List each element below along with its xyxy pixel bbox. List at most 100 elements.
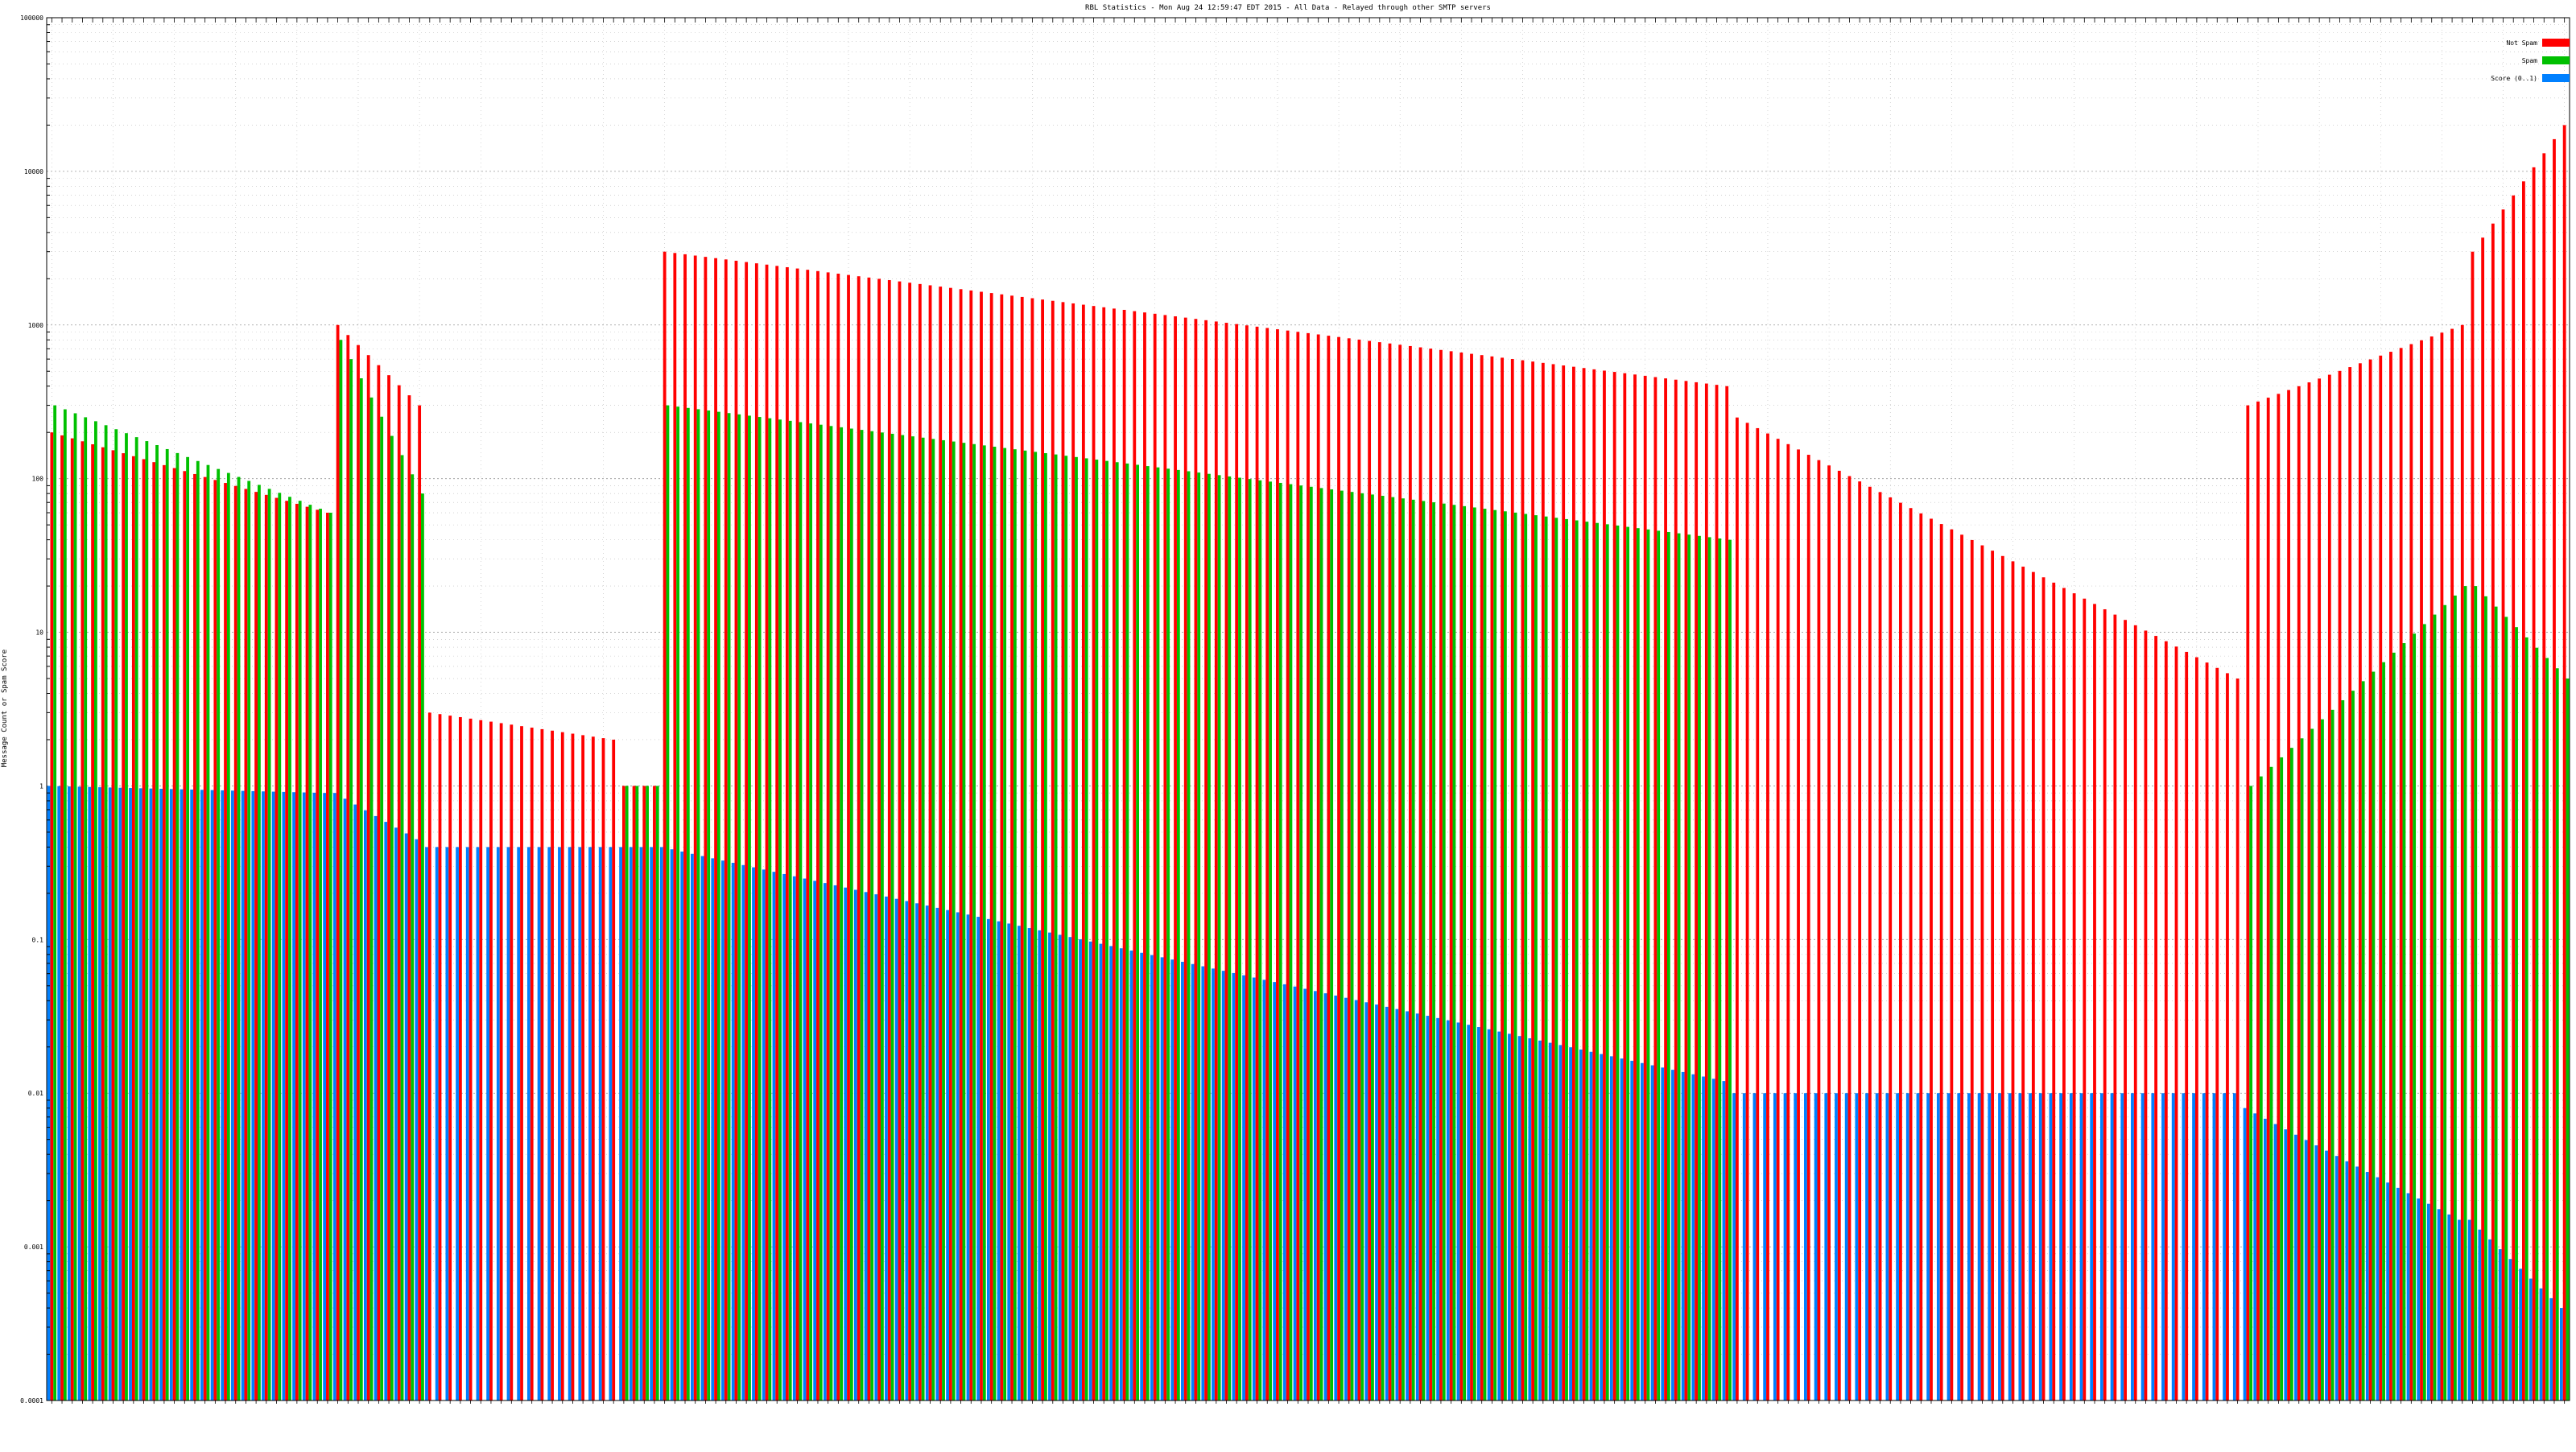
score-bar <box>159 789 163 1400</box>
not-spam-bar <box>1786 443 1790 1401</box>
not-spam-bar <box>2287 390 2290 1400</box>
spam-bar <box>1707 537 1711 1400</box>
not-spam-bar <box>1766 433 1769 1400</box>
not-spam-bar <box>2532 167 2536 1401</box>
bars-layer <box>47 125 2570 1401</box>
not-spam-bar <box>2133 625 2137 1400</box>
not-spam-bar <box>2062 588 2066 1400</box>
score-bar <box>190 789 194 1400</box>
spam-bar <box>1095 460 1099 1400</box>
not-spam-bar <box>2052 582 2056 1400</box>
not-spam-bar <box>785 266 789 1401</box>
score-bar <box>1732 1093 1736 1400</box>
not-spam-bar <box>2103 608 2107 1400</box>
spam-bar <box>1687 534 1691 1401</box>
not-spam-bar <box>458 716 462 1400</box>
y-tick-label: 100 <box>32 476 44 483</box>
score-bar <box>2406 1193 2410 1400</box>
score-bar <box>1702 1076 1705 1400</box>
score-bar <box>251 790 255 1400</box>
spam-bar <box>952 441 956 1400</box>
score-bar <box>180 789 184 1400</box>
not-spam-bar <box>1265 328 1269 1401</box>
not-spam-bar <box>357 344 360 1400</box>
spam-bar <box>258 485 261 1400</box>
spam-bar <box>1125 463 1129 1400</box>
not-spam-bar <box>969 290 973 1400</box>
score-bar <box>1426 1016 1430 1400</box>
not-spam-bar <box>2318 378 2322 1400</box>
score-bar <box>925 905 929 1400</box>
score-bar <box>2508 1259 2512 1400</box>
score-bar <box>1018 926 1021 1400</box>
spam-bar <box>380 416 384 1401</box>
not-spam-bar <box>530 728 534 1400</box>
spam-bar <box>206 464 210 1400</box>
not-spam-bar <box>1235 324 1239 1400</box>
spam-bar <box>217 468 221 1401</box>
not-spam-bar <box>1899 502 1902 1400</box>
score-bar <box>833 885 837 1400</box>
spam-bar <box>860 430 864 1400</box>
not-spam-bar <box>1909 508 1913 1400</box>
spam-bar <box>1585 522 1589 1401</box>
spam-bar <box>2269 766 2273 1400</box>
score-bar <box>1262 980 1266 1400</box>
not-spam-bar <box>1991 551 1995 1400</box>
legend-label: Spam <box>2522 57 2537 64</box>
score-bar <box>1835 1093 1838 1400</box>
score-bar <box>2192 1093 2195 1400</box>
score-bar <box>2396 1187 2400 1400</box>
not-spam-bar <box>1817 460 1821 1401</box>
score-bar <box>1650 1065 1654 1400</box>
score-bar <box>2345 1161 2349 1400</box>
spam-bar <box>186 456 190 1400</box>
not-spam-bar <box>2348 367 2352 1401</box>
score-bar <box>1691 1074 1695 1400</box>
score-bar <box>2161 1093 2165 1400</box>
score-bar <box>2304 1140 2308 1400</box>
score-bar <box>210 790 214 1400</box>
not-spam-bar <box>1960 534 1963 1400</box>
spam-bar <box>2361 681 2365 1400</box>
score-bar <box>2069 1093 2073 1400</box>
not-spam-bar <box>826 272 830 1400</box>
not-spam-bar <box>2481 237 2485 1401</box>
spam-bar <box>390 435 394 1400</box>
spam-bar <box>2310 728 2314 1400</box>
score-bar <box>547 847 551 1400</box>
spam-bar <box>2372 671 2376 1400</box>
score-bar <box>935 907 939 1400</box>
not-spam-bar <box>1204 320 1208 1400</box>
score-bar <box>1313 991 1317 1400</box>
spam-bar <box>2330 709 2334 1400</box>
not-spam-bar <box>336 324 340 1400</box>
legend-swatch <box>2542 74 2570 82</box>
spam-bar <box>849 428 853 1400</box>
score-bar <box>169 789 173 1400</box>
score-bar <box>2426 1203 2430 1400</box>
spam-bar <box>1064 456 1068 1401</box>
not-spam-bar <box>1174 316 1177 1400</box>
spam-bar <box>2341 700 2345 1400</box>
spam-bar <box>2382 662 2385 1400</box>
not-spam-bar <box>254 492 258 1401</box>
y-tick-label: 0.01 <box>28 1090 43 1097</box>
score-bar <box>1641 1062 1644 1400</box>
score-bar <box>1609 1056 1613 1400</box>
not-spam-bar <box>233 485 237 1400</box>
score-bar <box>1415 1013 1419 1400</box>
not-spam-bar <box>264 494 268 1400</box>
score-bar <box>1620 1058 1624 1400</box>
spam-bar <box>134 437 138 1400</box>
not-spam-bar <box>418 405 422 1401</box>
not-spam-bar <box>1858 481 1862 1400</box>
not-spam-bar <box>642 786 646 1400</box>
spam-bar <box>1309 486 1313 1401</box>
score-bar <box>986 918 990 1400</box>
spam-bar <box>1176 469 1180 1400</box>
not-spam-bar <box>407 395 411 1401</box>
score-bar <box>262 791 265 1400</box>
score-bar <box>966 914 970 1400</box>
not-spam-bar <box>499 723 503 1400</box>
